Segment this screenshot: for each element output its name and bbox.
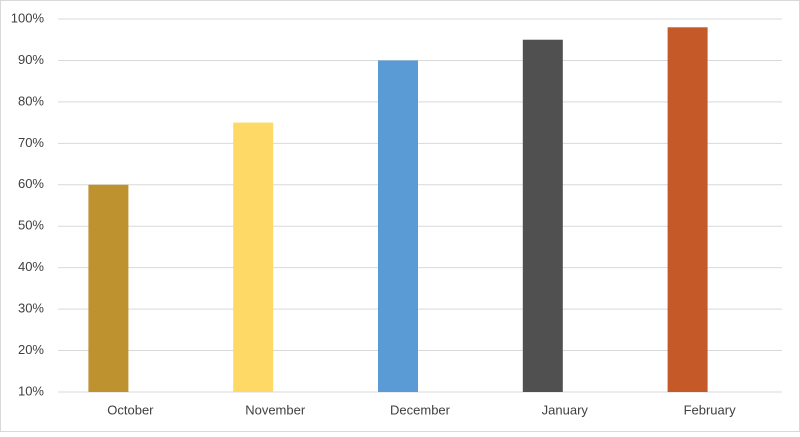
y-tick-label: 80% xyxy=(18,93,44,108)
bar xyxy=(522,39,563,392)
y-tick-label: 30% xyxy=(18,301,44,316)
x-tick-label: December xyxy=(390,402,451,417)
y-tick-label: 40% xyxy=(18,259,44,274)
y-tick-label: 60% xyxy=(18,176,44,191)
x-tick-label: February xyxy=(684,402,737,417)
y-tick-label: 20% xyxy=(18,342,44,357)
y-tick-label: 10% xyxy=(18,383,44,398)
y-tick-label: 70% xyxy=(18,135,44,150)
bar xyxy=(88,184,129,392)
x-tick-label: November xyxy=(245,402,306,417)
x-tick-label: January xyxy=(542,402,589,417)
y-tick-label: 100% xyxy=(11,10,45,25)
y-tick-label: 90% xyxy=(18,52,44,67)
bar xyxy=(667,27,708,393)
bar xyxy=(233,122,274,392)
x-tick-label: October xyxy=(107,402,154,417)
bar xyxy=(378,60,418,392)
y-tick-label: 50% xyxy=(18,218,44,233)
